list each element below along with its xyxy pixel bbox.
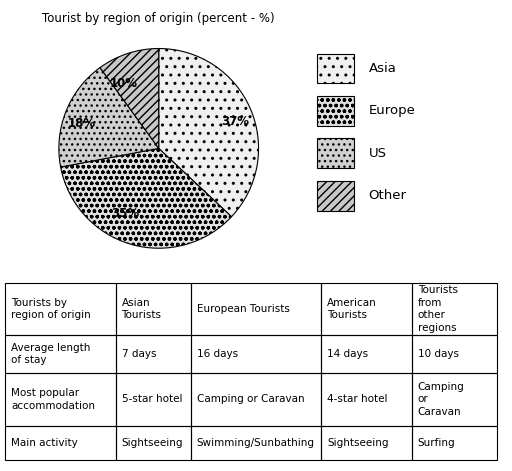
Text: Average length
of stay: Average length of stay <box>11 343 91 365</box>
Bar <box>321 335 412 373</box>
Bar <box>321 426 412 460</box>
Bar <box>317 96 354 126</box>
Text: Camping or Caravan: Camping or Caravan <box>197 394 305 405</box>
Bar <box>191 283 321 335</box>
Text: Swimming/Sunbathing: Swimming/Sunbathing <box>197 438 315 448</box>
Text: Asian
Tourists: Asian Tourists <box>121 298 161 320</box>
Bar <box>116 283 191 335</box>
Text: 5-star hotel: 5-star hotel <box>121 394 182 405</box>
Bar <box>412 373 497 426</box>
Bar <box>412 283 497 335</box>
Bar <box>412 426 497 460</box>
Bar <box>5 373 116 426</box>
Bar <box>191 373 321 426</box>
Text: Europe: Europe <box>369 105 416 117</box>
Text: Tourists
from
other
regions: Tourists from other regions <box>418 285 458 333</box>
Text: 14 days: 14 days <box>327 349 368 359</box>
Text: Main activity: Main activity <box>11 438 78 448</box>
Text: 10 days: 10 days <box>418 349 459 359</box>
Text: 18%: 18% <box>68 117 96 130</box>
Text: Camping
or
Caravan: Camping or Caravan <box>418 382 464 417</box>
Text: Most popular
accommodation: Most popular accommodation <box>11 388 95 411</box>
Wedge shape <box>60 148 231 248</box>
Text: Surfing: Surfing <box>418 438 455 448</box>
Bar <box>412 335 497 373</box>
Text: 4-star hotel: 4-star hotel <box>327 394 388 405</box>
Bar <box>116 373 191 426</box>
Bar <box>321 373 412 426</box>
Bar <box>321 283 412 335</box>
Text: US: US <box>369 147 387 160</box>
Text: Tourists by
region of origin: Tourists by region of origin <box>11 298 91 320</box>
Text: Tourist by region of origin (percent - %): Tourist by region of origin (percent - %… <box>42 12 275 25</box>
Text: 35%: 35% <box>112 207 140 220</box>
Bar <box>5 283 116 335</box>
Text: 7 days: 7 days <box>121 349 156 359</box>
Text: American
Tourists: American Tourists <box>327 298 377 320</box>
Text: Sightseeing: Sightseeing <box>327 438 389 448</box>
Bar <box>5 426 116 460</box>
Text: Asia: Asia <box>369 62 396 75</box>
Text: 16 days: 16 days <box>197 349 238 359</box>
Text: Other: Other <box>369 189 407 203</box>
Text: 37%: 37% <box>221 115 249 128</box>
Bar <box>191 335 321 373</box>
Wedge shape <box>159 49 259 217</box>
Bar <box>116 335 191 373</box>
Text: 10%: 10% <box>110 77 138 90</box>
Wedge shape <box>59 67 159 167</box>
Bar <box>317 54 354 83</box>
Bar <box>317 181 354 211</box>
Bar <box>191 426 321 460</box>
Bar <box>5 335 116 373</box>
Text: Sightseeing: Sightseeing <box>121 438 183 448</box>
Bar <box>317 138 354 168</box>
Bar <box>116 426 191 460</box>
Text: European Tourists: European Tourists <box>197 304 290 314</box>
Wedge shape <box>100 49 159 148</box>
